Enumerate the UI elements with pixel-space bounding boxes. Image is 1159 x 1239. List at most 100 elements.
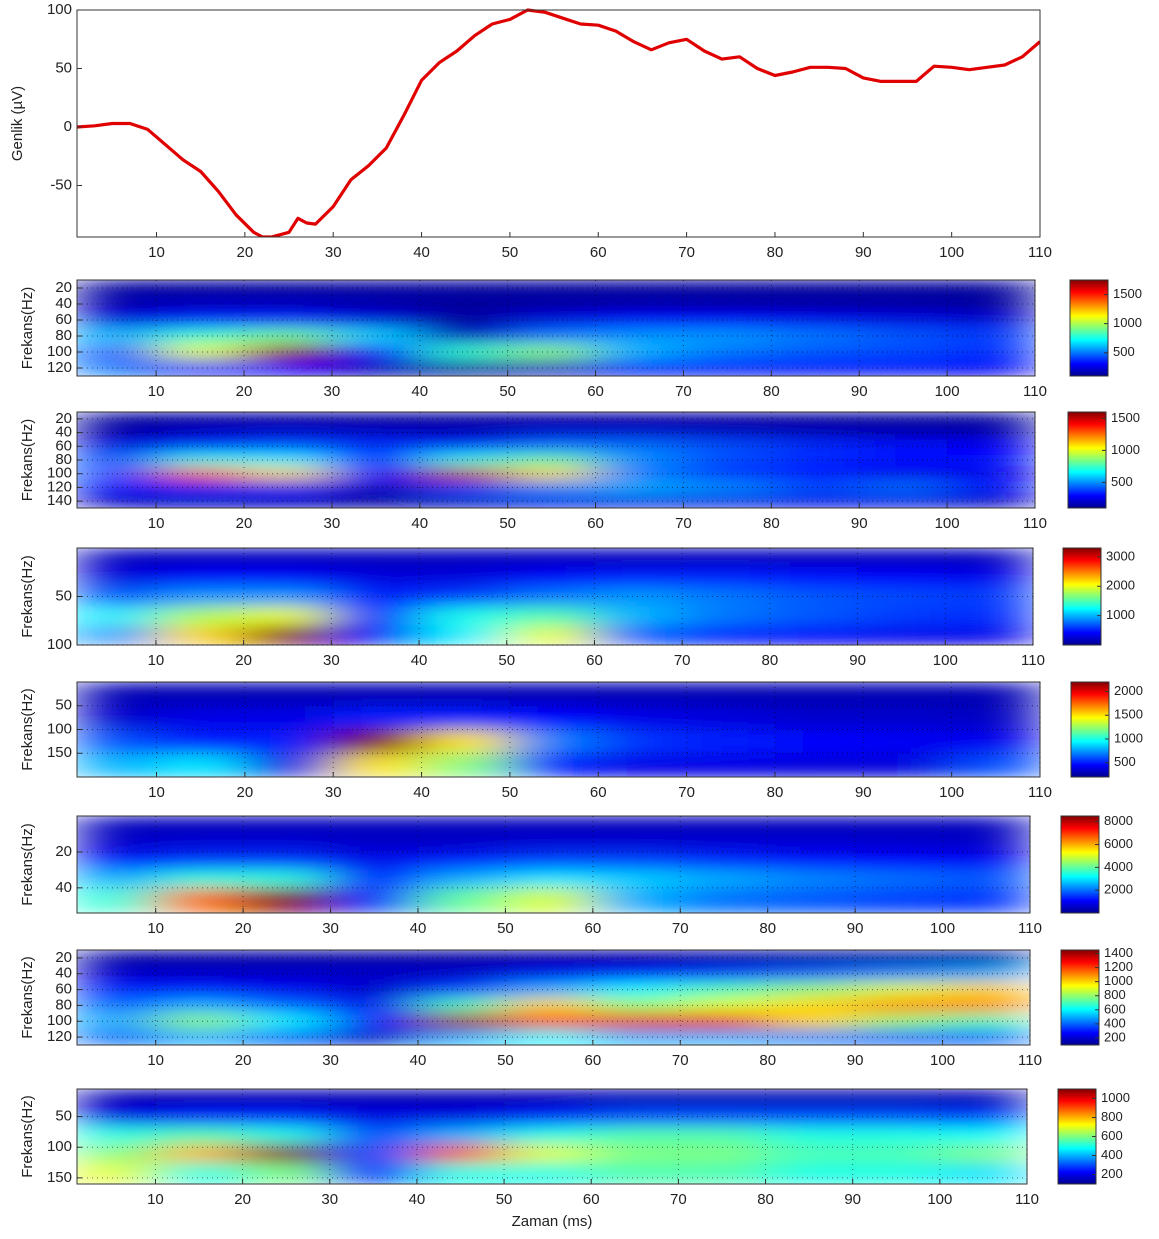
heatmap-cell [939,1089,1027,1108]
heatmap-cell [947,425,1035,440]
heatmap-cell [947,494,1035,508]
heatmap-cell [77,296,157,313]
heatmap-cell [77,480,157,495]
y-tick-label: 50 [55,59,72,76]
heatmap-cell [242,1089,331,1108]
heatmap-cell [594,567,683,588]
heatmap-cell [505,1029,594,1045]
x-tick-label: 90 [851,515,868,532]
heatmap-cell [419,412,509,427]
colorbar-tick-label: 1000 [1104,973,1133,988]
heatmap-cell [945,625,1033,645]
heatmap-cell [333,729,423,754]
heatmap-cell [859,280,948,297]
heatmap-cell [942,833,1030,853]
heatmap-cell [947,453,1035,468]
heatmap-cell [947,280,1035,297]
x-tick-label: 70 [674,652,691,669]
heatmap-cell [77,682,158,707]
x-tick-label: 20 [235,652,252,669]
heatmap-cell [156,466,245,482]
heatmap-cell [419,606,508,627]
heatmap-cell [769,606,859,627]
x-tick-label: 10 [148,784,165,801]
heatmap-cell [765,1144,854,1164]
heatmap-cell [77,1029,157,1045]
heatmap-cell [855,981,944,998]
heatmap-cell [77,606,157,627]
heatmap-cell [942,816,1030,835]
heatmap-cell [595,312,684,329]
colorbar-tick-label: 1500 [1111,410,1140,425]
heatmap-cell [947,312,1035,329]
heatmap-cell [331,453,421,468]
data-line [77,8,1040,237]
heatmap-cell [595,494,684,508]
heatmap-cell [769,548,859,568]
heatmap-cell [244,682,334,707]
heatmap-cell [774,705,864,730]
heatmap-cell [859,344,948,361]
heatmap-cell [505,1013,594,1030]
heatmap [77,1089,1027,1184]
heatmap-cell [678,1125,767,1145]
x-tick-label: 110 [1023,383,1047,400]
colorbar-tick-label: 500 [1111,474,1133,489]
heatmap-cell [419,453,509,468]
heatmap-cell [505,965,594,983]
heatmap-cell [333,682,423,707]
heatmap-cell [331,296,421,313]
heatmap-cell [771,296,860,313]
heatmap-cell [595,425,684,440]
heatmap-cell [680,833,769,853]
y-axis-label: Genlik (µV) [9,86,26,161]
y-tick-label: 20 [55,279,72,296]
heatmap-cell [77,312,157,329]
heatmap-cell [331,439,421,454]
y-axis-label: Frekans(Hz) [19,287,36,370]
heatmap-cell [77,586,157,607]
heatmap-cell [77,729,158,754]
heatmap-cell [156,705,246,730]
colorbar-tick-label: 3000 [1106,548,1135,563]
x-tick-label: 40 [411,652,428,669]
y-tick-label: 150 [47,744,72,761]
x-tick-label: 50 [497,920,514,937]
heatmap-cell [595,453,684,468]
heatmap-cell [77,705,158,730]
heatmap-cell [595,296,684,313]
x-tick-label: 20 [236,515,253,532]
heatmap-cell [507,312,597,329]
y-tick-label: 40 [55,879,72,896]
heatmap-cell [767,887,856,913]
heatmap-cell [857,586,946,607]
heatmap-cell [852,1162,941,1184]
colorbar-tick-label: 6000 [1104,836,1133,851]
heatmap-cell [767,1013,856,1030]
heatmap-cell [947,439,1035,454]
colorbar-tick-label: 800 [1101,1109,1123,1124]
heatmap-cell [680,981,769,998]
heatmap-clip [77,816,1030,913]
heatmap-cell [855,833,944,853]
y-tick-label: 80 [55,451,72,468]
heatmap-cell [939,1162,1027,1184]
heatmap-cell [855,1013,944,1030]
heatmap-cell [243,548,332,568]
heatmap-cell [77,425,157,440]
heatmap-cell [331,586,420,607]
y-tick-label: 100 [47,1012,72,1029]
heatmap-cell [155,816,244,835]
heatmap-cell [330,997,419,1014]
y-tick-label: 20 [55,410,72,427]
heatmap-cell [509,682,599,707]
heatmap-cell [592,869,681,889]
x-axis-label: Zaman (ms) [512,1213,593,1230]
heatmap-cell [417,869,506,889]
heatmap-cell [417,965,506,983]
heatmap-cell [77,439,157,454]
heatmap-cell [77,887,157,913]
heatmap-cell [855,950,944,967]
x-tick-label: 100 [935,383,960,400]
x-tick-label: 100 [930,920,955,937]
